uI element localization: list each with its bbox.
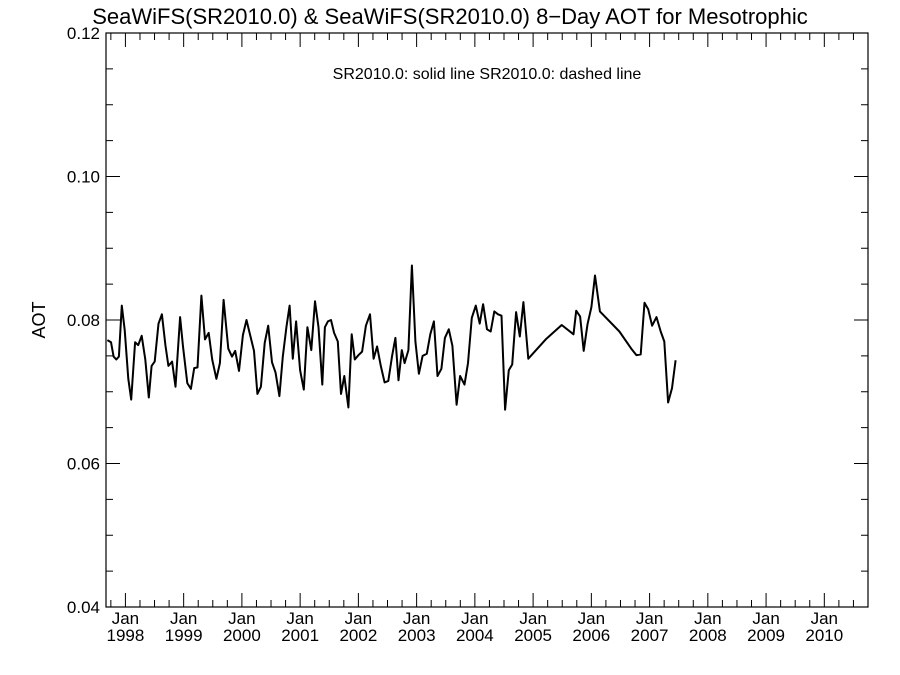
x-axis-ticks: Jan1998Jan1999Jan2000Jan2001Jan2002Jan20… [106,33,854,645]
chart-title: SeaWiFS(SR2010.0) & SeaWiFS(SR2010.0) 8−… [92,4,808,29]
x-tick-month-label: Jan [519,609,546,628]
y-tick-label: 0.12 [67,24,100,43]
x-tick-month-label: Jan [112,609,139,628]
x-tick-month-label: Jan [228,609,255,628]
x-tick-month-label: Jan [461,609,488,628]
chart-subtitle: SR2010.0: solid line SR2010.0: dashed li… [333,66,642,83]
x-tick-year-label: 2003 [398,626,436,645]
x-tick-year-label: 2007 [631,626,669,645]
series-line-0 [106,264,677,411]
x-tick-month-label: Jan [752,609,779,628]
x-tick-month-label: Jan [170,609,197,628]
x-tick-month-label: Jan [811,609,838,628]
x-tick-year-label: 1998 [106,626,144,645]
x-tick-year-label: 2008 [689,626,727,645]
x-tick-month-label: Jan [403,609,430,628]
x-tick-year-label: 2010 [805,626,843,645]
series-layer [106,264,677,411]
x-tick-year-label: 2001 [281,626,319,645]
y-tick-label: 0.06 [67,455,100,474]
x-tick-year-label: 2006 [572,626,610,645]
y-tick-label: 0.08 [67,311,100,330]
x-tick-month-label: Jan [636,609,663,628]
x-tick-year-label: 2000 [223,626,261,645]
x-tick-year-label: 2002 [339,626,377,645]
x-tick-year-label: 2004 [456,626,494,645]
x-tick-month-label: Jan [345,609,372,628]
y-axis-label: AOT [29,301,49,338]
x-tick-year-label: 2005 [514,626,552,645]
x-tick-year-label: 1999 [165,626,203,645]
y-tick-label: 0.10 [67,168,100,187]
x-tick-year-label: 2009 [747,626,785,645]
x-tick-month-label: Jan [578,609,605,628]
x-tick-month-label: Jan [694,609,721,628]
y-axis-ticks: 0.04 0.06 0.08 0.10 0.12 [67,24,868,617]
y-tick-label: 0.04 [67,598,100,617]
x-tick-month-label: Jan [286,609,313,628]
plot-frame [105,32,869,608]
